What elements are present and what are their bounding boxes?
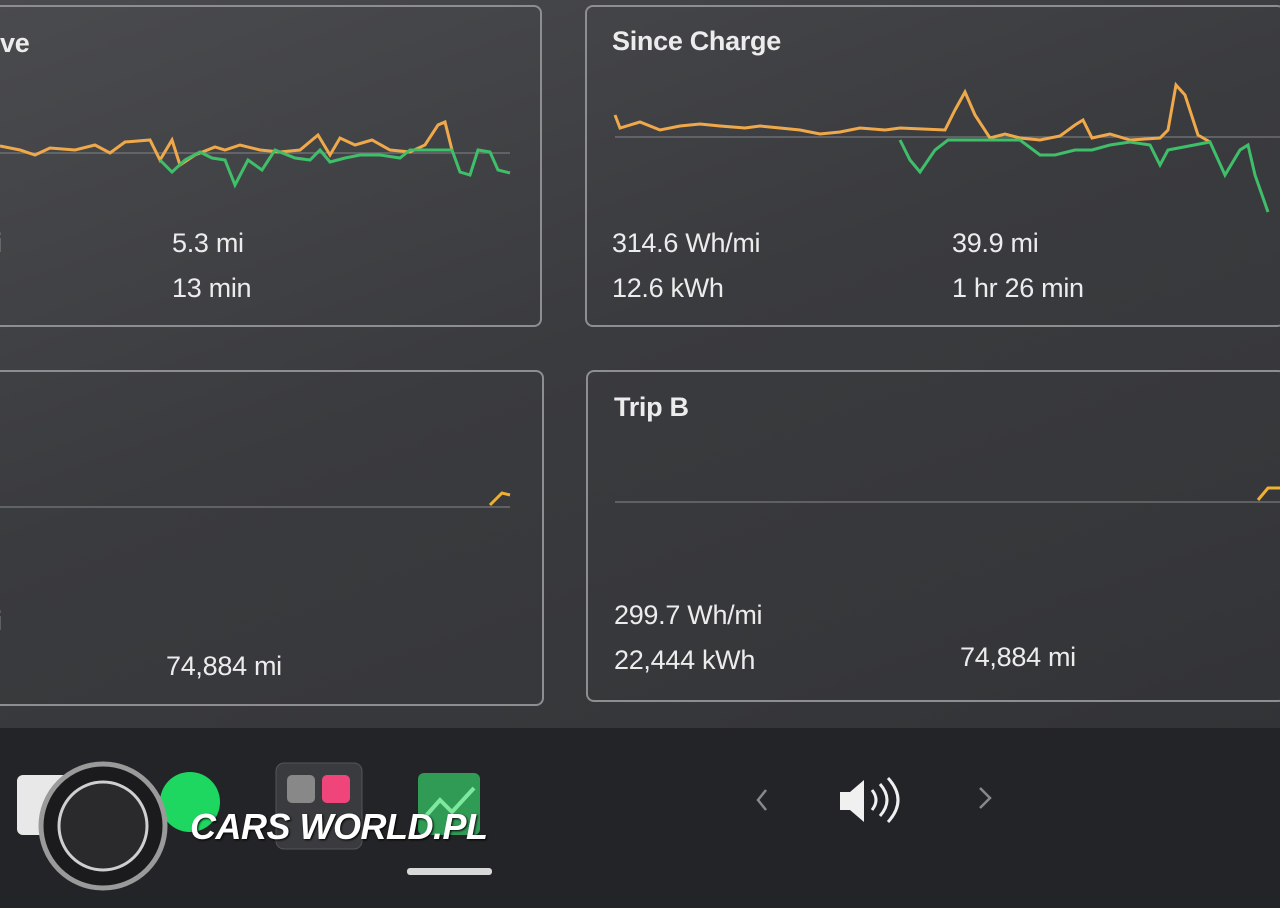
stat: 74,884 mi [960,642,1076,672]
volume-icon[interactable] [840,780,864,822]
energy-line-above [488,491,511,507]
stat: 22,444 kWh [614,645,756,675]
panel-title: Since Charge [612,26,781,56]
watermark: CARS WORLD.PL [190,806,488,847]
energy-line-above [1256,486,1280,501]
energy-line-below [898,138,1270,213]
panel-title: Trip B [614,392,689,422]
stat: 13 min [172,273,252,303]
music-icon [322,775,350,803]
stat: 12.6 kWh [612,273,724,303]
trip-b-panel [586,370,1280,702]
energy-app-icon[interactable] [418,773,480,835]
stat: i [0,228,2,259]
stat: 74,884 mi [166,651,282,681]
spotify-icon[interactable] [160,772,220,832]
camera-icon [287,775,315,803]
panel-title: ve [0,28,30,58]
volume-up[interactable] [979,787,992,809]
trip-a-panel [0,370,544,706]
stat: 5.3 mi [172,228,244,258]
since-charge-panel [585,5,1280,327]
volume-down[interactable] [756,789,767,811]
energy-app-glyph [422,786,476,820]
home-bar [407,868,492,875]
volume-waves [870,776,900,824]
drive-panel [0,5,542,327]
stat: 299.7 Wh/mi [614,600,763,630]
energy-line-above [613,81,1211,144]
energy-line-above [0,119,454,168]
watermark-logo-inner [57,780,149,872]
energy-line-below [158,147,511,189]
stat: 39.9 mi [952,228,1039,258]
stat: i [0,606,2,637]
stat: 314.6 Wh/mi [612,228,761,258]
stat: 1 hr 26 min [952,273,1084,303]
